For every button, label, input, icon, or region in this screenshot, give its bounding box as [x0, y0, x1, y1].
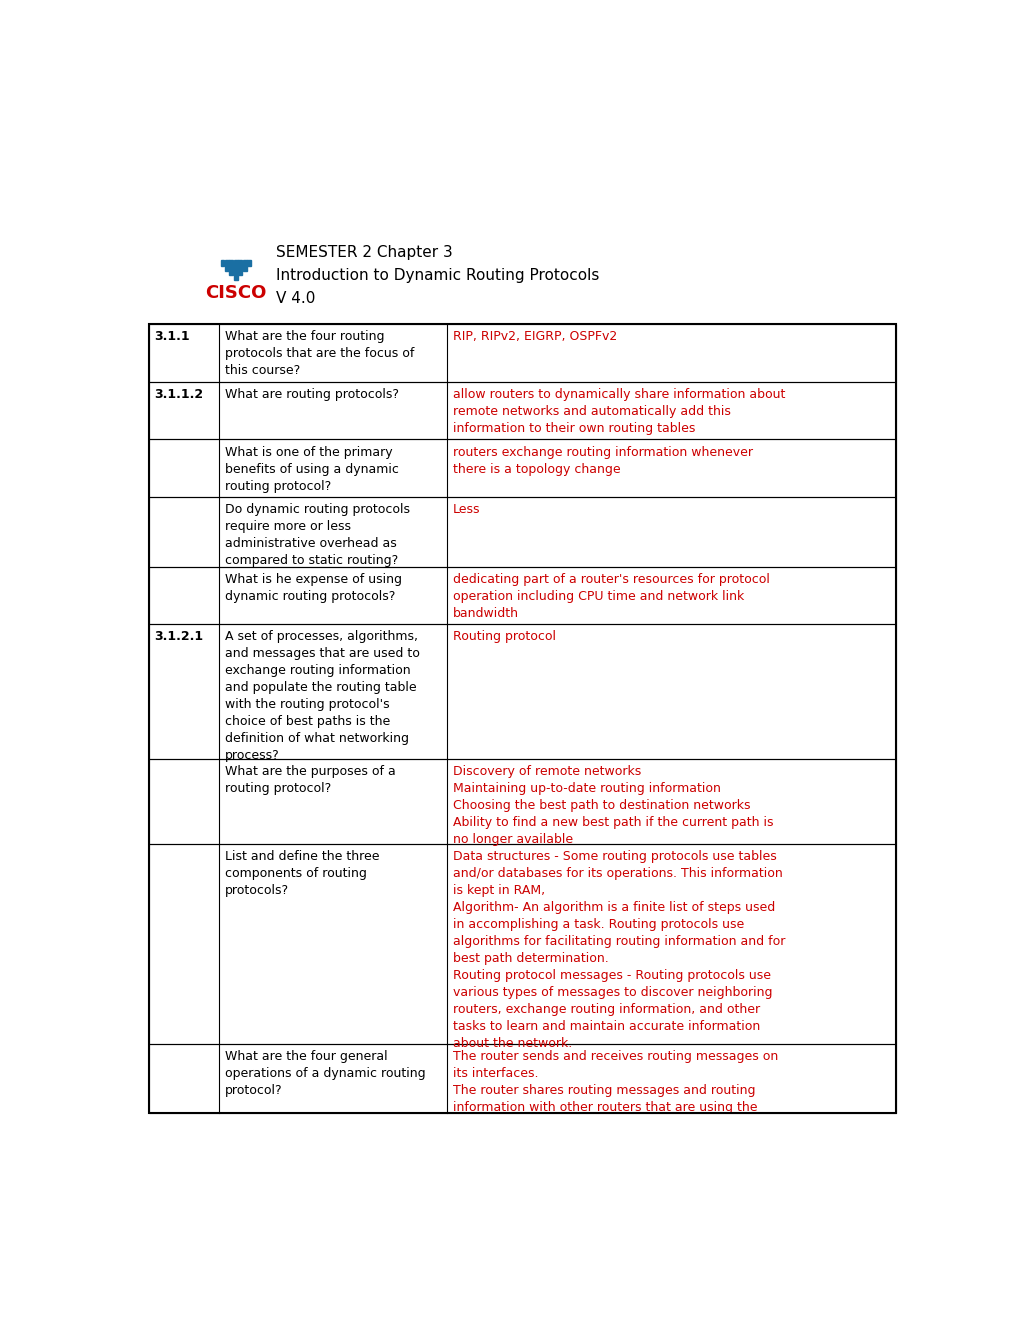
Text: List and define the three
components of routing
protocols?: List and define the three components of … — [224, 850, 379, 896]
Bar — [149, 759, 896, 843]
Text: 3.1.2.1: 3.1.2.1 — [155, 631, 204, 643]
Text: SEMESTER 2 Chapter 3: SEMESTER 2 Chapter 3 — [276, 244, 452, 260]
Text: 3.1.1.2: 3.1.1.2 — [155, 388, 204, 401]
Text: What are routing protocols?: What are routing protocols? — [224, 388, 398, 401]
Bar — [149, 624, 896, 759]
Bar — [149, 323, 896, 1113]
Bar — [149, 843, 896, 1044]
Bar — [233, 260, 237, 280]
Text: Do dynamic routing protocols
require more or less
administrative overhead as
com: Do dynamic routing protocols require mor… — [224, 503, 410, 568]
Text: Routing protocol: Routing protocol — [452, 631, 555, 643]
Bar — [149, 381, 896, 440]
Text: What is one of the primary
benefits of using a dynamic
routing protocol?: What is one of the primary benefits of u… — [224, 446, 398, 492]
Bar — [225, 260, 228, 271]
Text: Discovery of remote networks
Maintaining up-to-date routing information
Choosing: Discovery of remote networks Maintaining… — [452, 766, 772, 846]
Text: The router sends and receives routing messages on
its interfaces.
The router sha: The router sends and receives routing me… — [452, 1051, 777, 1114]
Bar — [243, 260, 247, 271]
Text: What is he expense of using
dynamic routing protocols?: What is he expense of using dynamic rout… — [224, 573, 401, 603]
Bar — [149, 1044, 896, 1113]
Text: Less: Less — [452, 503, 480, 516]
Text: A set of processes, algorithms,
and messages that are used to
exchange routing i: A set of processes, algorithms, and mess… — [224, 631, 419, 763]
Text: Data structures - Some routing protocols use tables
and/or databases for its ope: Data structures - Some routing protocols… — [452, 850, 785, 1049]
Bar — [220, 260, 224, 267]
Bar — [149, 566, 896, 624]
Bar — [229, 260, 233, 276]
Bar — [248, 260, 251, 267]
Bar — [238, 260, 242, 276]
Text: V 4.0: V 4.0 — [276, 290, 315, 306]
Text: What are the four general
operations of a dynamic routing
protocol?: What are the four general operations of … — [224, 1051, 425, 1097]
Text: Introduction to Dynamic Routing Protocols: Introduction to Dynamic Routing Protocol… — [276, 268, 599, 282]
Text: routers exchange routing information whenever
there is a topology change: routers exchange routing information whe… — [452, 446, 752, 475]
Text: allow routers to dynamically share information about
remote networks and automat: allow routers to dynamically share infor… — [452, 388, 785, 434]
Text: dedicating part of a router's resources for protocol
operation including CPU tim: dedicating part of a router's resources … — [452, 573, 769, 619]
Bar — [149, 323, 896, 381]
Text: CISCO: CISCO — [205, 284, 266, 302]
Text: 3.1.1: 3.1.1 — [155, 330, 191, 343]
Bar — [149, 440, 896, 498]
Text: RIP, RIPv2, EIGRP, OSPFv2: RIP, RIPv2, EIGRP, OSPFv2 — [452, 330, 616, 343]
Bar — [149, 498, 896, 566]
Text: What are the purposes of a
routing protocol?: What are the purposes of a routing proto… — [224, 766, 395, 795]
Text: What are the four routing
protocols that are the focus of
this course?: What are the four routing protocols that… — [224, 330, 414, 378]
